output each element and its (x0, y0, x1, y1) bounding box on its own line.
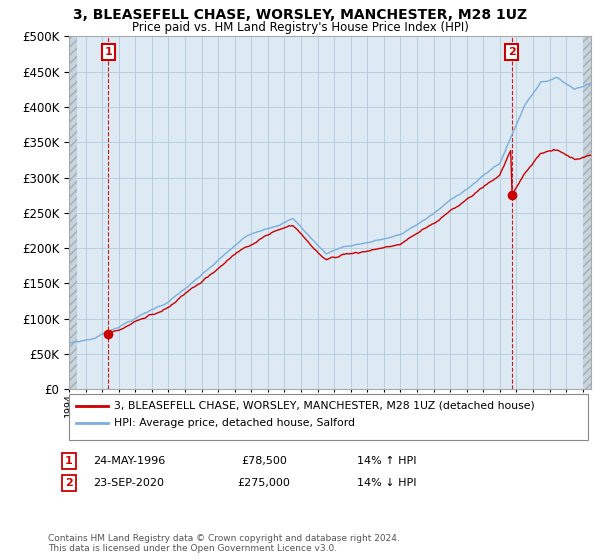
Bar (583, 36, 591, 389)
Text: 14% ↑ HPI: 14% ↑ HPI (357, 456, 417, 466)
Text: 1: 1 (104, 47, 112, 57)
Text: Contains HM Land Registry data © Crown copyright and database right 2024.
This d: Contains HM Land Registry data © Crown c… (48, 534, 400, 553)
Text: 3, BLEASEFELL CHASE, WORSLEY, MANCHESTER, M28 1UZ (detached house): 3, BLEASEFELL CHASE, WORSLEY, MANCHESTER… (114, 401, 535, 411)
Text: 23-SEP-2020: 23-SEP-2020 (94, 478, 164, 488)
Text: HPI: Average price, detached house, Salford: HPI: Average price, detached house, Salf… (114, 418, 355, 428)
Text: Price paid vs. HM Land Registry's House Price Index (HPI): Price paid vs. HM Land Registry's House … (131, 21, 469, 34)
Bar (69, 36, 77, 389)
Bar (583, 36, 591, 389)
Text: 2: 2 (508, 47, 515, 57)
Text: 24-MAY-1996: 24-MAY-1996 (93, 456, 165, 466)
Text: £275,000: £275,000 (238, 478, 290, 488)
Text: 2: 2 (65, 478, 73, 488)
Bar (69, 36, 77, 389)
Text: 1: 1 (65, 456, 73, 466)
Text: 3, BLEASEFELL CHASE, WORSLEY, MANCHESTER, M28 1UZ: 3, BLEASEFELL CHASE, WORSLEY, MANCHESTER… (73, 8, 527, 22)
Text: 14% ↓ HPI: 14% ↓ HPI (357, 478, 417, 488)
Text: £78,500: £78,500 (241, 456, 287, 466)
